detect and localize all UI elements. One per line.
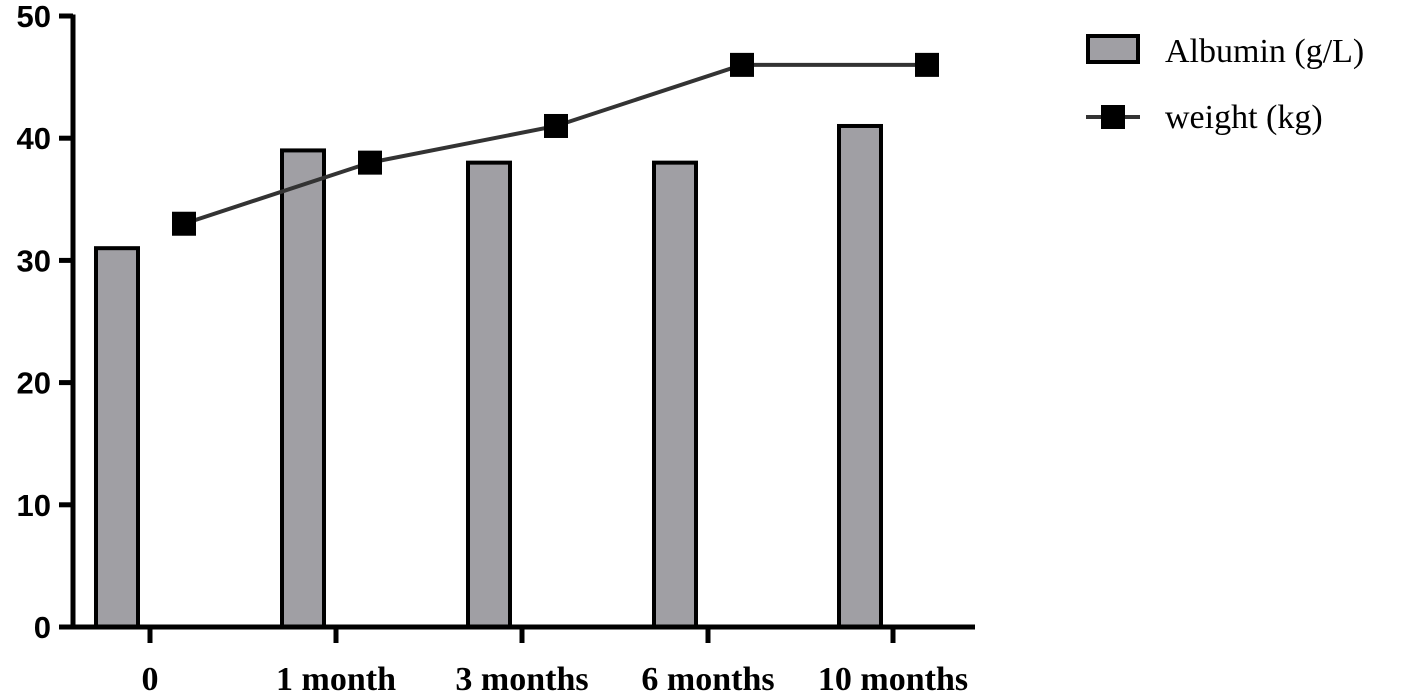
x-tick-label: 6 months — [641, 661, 774, 694]
x-tick-label: 1 month — [276, 661, 396, 694]
albumin-bar — [466, 160, 512, 629]
legend-item-albumin: Albumin (g/L) — [1086, 33, 1364, 70]
y-tick-label: 20 — [17, 366, 51, 401]
y-tick-label: 50 — [17, 0, 51, 34]
weight-point — [915, 52, 939, 77]
y-tick-label: 30 — [17, 243, 51, 278]
y-tick-label: 0 — [34, 610, 51, 645]
legend-weight-label: weight (kg) — [1165, 99, 1323, 136]
x-tick-label: 10 months — [818, 661, 968, 694]
x-axis: 0 1 month 3 months 6 months 10 months — [70, 624, 975, 694]
legend: Albumin (g/L) weight (kg) — [1086, 33, 1364, 136]
weight-point — [358, 150, 382, 175]
y-axis: 0 10 20 30 40 50 — [17, 0, 76, 645]
albumin-bar — [837, 123, 883, 629]
x-tick-label: 0 — [142, 661, 159, 694]
weight-point — [730, 52, 754, 77]
albumin-bar — [652, 160, 698, 629]
legend-item-weight: weight (kg) — [1086, 99, 1323, 136]
y-tick-label: 10 — [17, 488, 51, 523]
y-tick-label: 40 — [17, 121, 51, 156]
weight-point — [172, 211, 196, 236]
albumin-bar — [94, 246, 140, 629]
albumin-bars — [94, 123, 883, 629]
weight-point — [544, 113, 568, 138]
albumin-bar — [280, 148, 326, 629]
x-tick-label: 3 months — [455, 661, 588, 694]
legend-weight-marker — [1101, 105, 1125, 129]
legend-albumin-label: Albumin (g/L) — [1165, 33, 1364, 70]
legend-albumin-swatch — [1086, 34, 1140, 64]
weight-line-series — [172, 52, 939, 236]
